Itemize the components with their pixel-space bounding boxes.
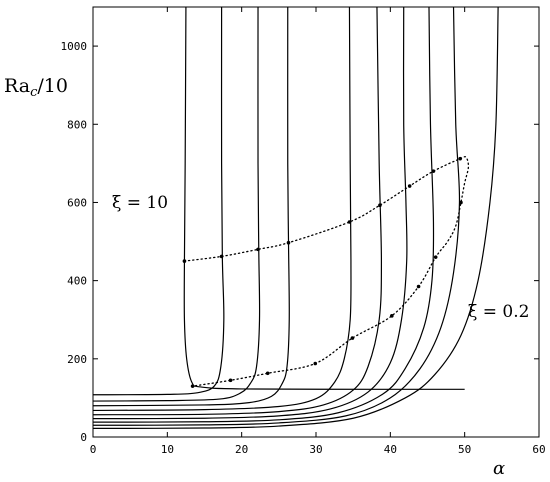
marker-0 xyxy=(182,259,187,263)
marker-16 xyxy=(228,378,233,383)
curves xyxy=(93,7,499,429)
marker-10 xyxy=(433,255,438,259)
curve-1 xyxy=(93,7,225,396)
marker-3 xyxy=(286,240,291,245)
marker-7 xyxy=(431,169,436,173)
annotation-xi-10: ξ = 10 xyxy=(112,193,168,213)
x-tick-label-4: 40 xyxy=(384,443,397,456)
marker-14 xyxy=(313,361,318,366)
marker-8 xyxy=(458,156,463,161)
y-tick-label-4: 800 xyxy=(67,118,87,131)
markers xyxy=(182,156,463,388)
y-tick-label-2: 400 xyxy=(67,275,87,288)
curve-5 xyxy=(93,7,383,416)
curve-7 xyxy=(93,7,435,423)
y-tick-label-5: 1000 xyxy=(61,40,88,53)
x-tick-label-5: 50 xyxy=(458,443,471,456)
x-tick-label-6: 60 xyxy=(532,443,545,456)
curve-3 xyxy=(93,7,290,407)
marker-2 xyxy=(256,247,260,252)
marker-12 xyxy=(390,314,394,318)
marker-15 xyxy=(265,371,270,376)
y-tick-label-3: 600 xyxy=(67,196,87,209)
marker-17 xyxy=(190,384,195,388)
curve-6 xyxy=(93,7,408,420)
x-tick-label-0: 0 xyxy=(90,443,97,456)
marker-6 xyxy=(407,184,412,188)
x-tick-label-2: 20 xyxy=(235,443,248,456)
y-tick-label-1: 200 xyxy=(67,353,87,366)
annotation-xi-0-2: ξ = 0.2 xyxy=(468,302,529,322)
y-axis-label: Rac/10 xyxy=(4,75,68,100)
dotted-loop xyxy=(183,155,470,387)
dotted-curve xyxy=(183,155,470,387)
plot-frame xyxy=(92,6,540,438)
marker-1 xyxy=(219,254,224,259)
marker-13 xyxy=(350,336,355,340)
y-tick-label-0: 0 xyxy=(80,431,87,444)
curve-8 xyxy=(93,7,461,426)
x-axis-label: α xyxy=(493,458,505,479)
x-tick-label-3: 30 xyxy=(309,443,322,456)
marker-4 xyxy=(347,220,352,224)
curve-9 xyxy=(93,7,499,429)
marker-11 xyxy=(416,284,421,289)
curve-4 xyxy=(93,7,352,412)
x-tick-label-1: 10 xyxy=(161,443,174,456)
marker-5 xyxy=(378,203,382,207)
curve-0 xyxy=(183,7,465,390)
curve-2 xyxy=(93,7,261,402)
marker-9 xyxy=(459,200,463,205)
